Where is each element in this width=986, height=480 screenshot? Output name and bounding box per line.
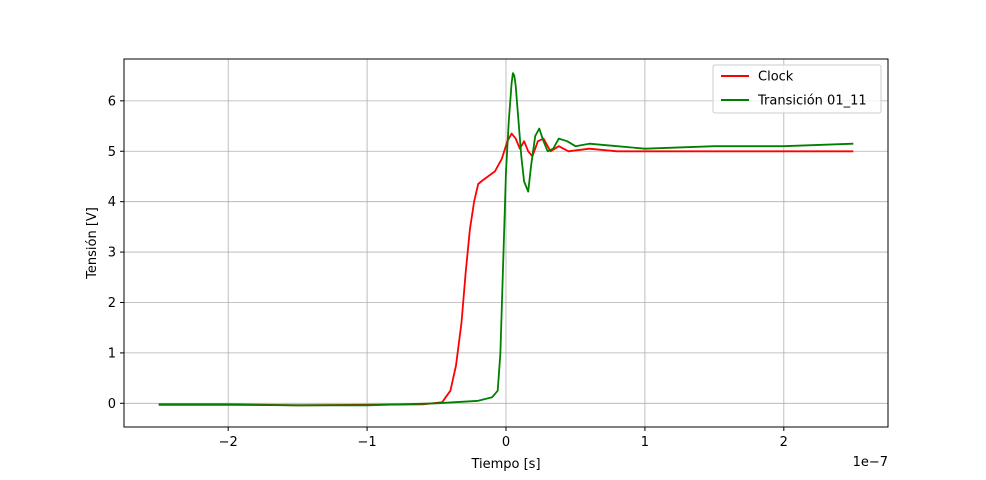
y-axis-label: Tensión [V] bbox=[85, 207, 100, 280]
y-tick-label: 0 bbox=[108, 397, 116, 412]
series-layer bbox=[158, 72, 854, 407]
x-tick-label: 2 bbox=[780, 435, 788, 450]
x-axis: −2 −1 0 1 2 bbox=[219, 427, 788, 450]
legend-box bbox=[712, 64, 882, 114]
y-tick-label: 2 bbox=[108, 296, 116, 311]
legend-label-clock: Clock bbox=[758, 70, 794, 85]
legend-label-transicion: Transición 01_11 bbox=[757, 94, 867, 109]
y-tick-label: 6 bbox=[108, 94, 116, 109]
y-tick-label: 5 bbox=[108, 145, 116, 160]
y-tick-label: 1 bbox=[108, 346, 116, 361]
x-tick-label: −2 bbox=[219, 435, 238, 450]
x-axis-label: Tiempo [s] bbox=[470, 457, 540, 472]
x-axis-offset-label: 1e−7 bbox=[853, 455, 888, 470]
y-tick-label: 3 bbox=[108, 246, 116, 261]
x-tick-label: 1 bbox=[641, 435, 649, 450]
x-tick-label: 0 bbox=[502, 435, 510, 450]
y-axis: 0 1 2 3 4 5 6 bbox=[108, 94, 124, 412]
x-tick-label: −1 bbox=[358, 435, 377, 450]
legend: Clock Transición 01_11 bbox=[712, 64, 882, 114]
y-tick-label: 4 bbox=[108, 195, 116, 210]
series-line-transicion bbox=[158, 72, 854, 407]
